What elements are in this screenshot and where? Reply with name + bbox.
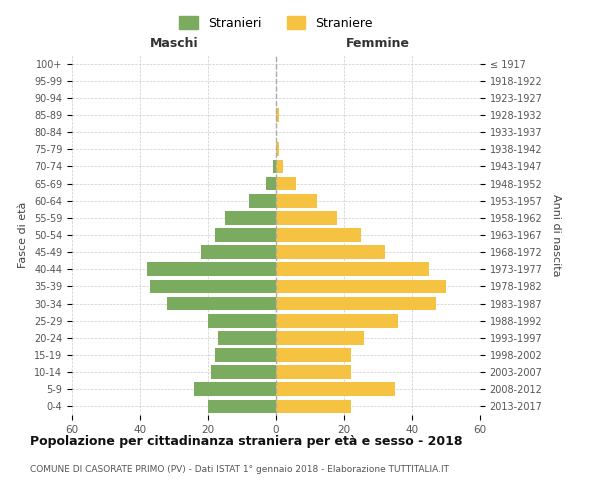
Bar [201,246,276,259]
Bar [276,382,395,396]
Bar [225,211,276,224]
Bar [276,331,364,344]
Bar [276,142,280,156]
Bar [276,262,429,276]
Bar [218,331,276,344]
Bar [194,382,276,396]
Bar [276,211,337,224]
Bar [276,176,296,190]
Bar [276,348,351,362]
Bar [276,194,317,207]
Bar [276,246,385,259]
Bar [276,160,283,173]
Bar [276,400,351,413]
Y-axis label: Fasce di età: Fasce di età [19,202,28,268]
Bar [276,108,280,122]
Bar [211,366,276,379]
Legend: Stranieri, Straniere: Stranieri, Straniere [174,11,378,35]
Bar [208,400,276,413]
Text: Popolazione per cittadinanza straniera per età e sesso - 2018: Popolazione per cittadinanza straniera p… [30,435,463,448]
Bar [276,228,361,242]
Bar [276,296,436,310]
Bar [215,348,276,362]
Bar [249,194,276,207]
Bar [276,280,446,293]
Bar [167,296,276,310]
Bar [215,228,276,242]
Bar [272,160,276,173]
Text: Femmine: Femmine [346,37,410,50]
Bar [147,262,276,276]
Text: COMUNE DI CASORATE PRIMO (PV) - Dati ISTAT 1° gennaio 2018 - Elaborazione TUTTIT: COMUNE DI CASORATE PRIMO (PV) - Dati IST… [30,465,449,474]
Text: Maschi: Maschi [149,37,199,50]
Bar [276,314,398,328]
Bar [276,366,351,379]
Bar [150,280,276,293]
Y-axis label: Anni di nascita: Anni di nascita [551,194,561,276]
Bar [266,176,276,190]
Bar [208,314,276,328]
